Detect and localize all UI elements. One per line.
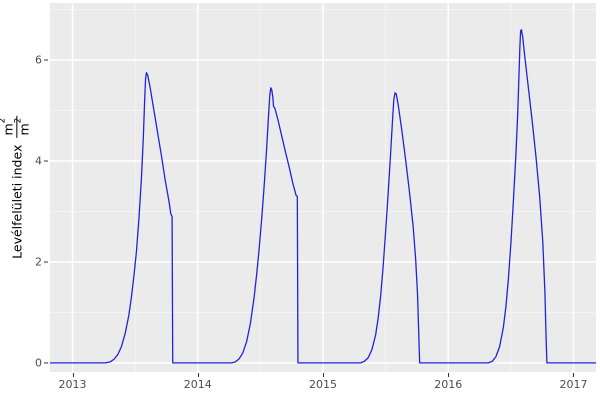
- x-tick-mark: [72, 373, 74, 377]
- data-series-line-0: [50, 29, 596, 364]
- x-tick-mark: [448, 373, 450, 377]
- y-tick-mark: [44, 160, 48, 162]
- y-tick-label: 2: [35, 255, 42, 269]
- x-tick-mark: [197, 373, 199, 377]
- x-tick-mark: [573, 373, 575, 377]
- x-tick-label: 2014: [183, 378, 212, 391]
- y-tick-label: 0: [35, 356, 42, 370]
- y-axis-ticks: 0 2 4 6: [24, 0, 42, 400]
- y-tick-label: 4: [35, 154, 42, 168]
- y-tick-label: 6: [35, 53, 42, 67]
- y-tick-mark: [44, 362, 48, 364]
- plot-panel: [50, 3, 596, 372]
- y-axis-unit-numerator: m2: [0, 118, 16, 136]
- y-tick-mark: [44, 59, 48, 61]
- y-axis-title-text: Levélfelületi index: [9, 144, 25, 260]
- x-tick-label: 2017: [559, 378, 588, 391]
- x-tick-label: 2015: [309, 378, 337, 391]
- x-tick-label: 2016: [434, 378, 463, 391]
- fraction-bar: [16, 115, 18, 138]
- plot-svg: [50, 3, 596, 372]
- x-tick-mark: [323, 373, 324, 377]
- y-tick-mark: [44, 261, 48, 263]
- x-tick-label: 2013: [58, 378, 87, 391]
